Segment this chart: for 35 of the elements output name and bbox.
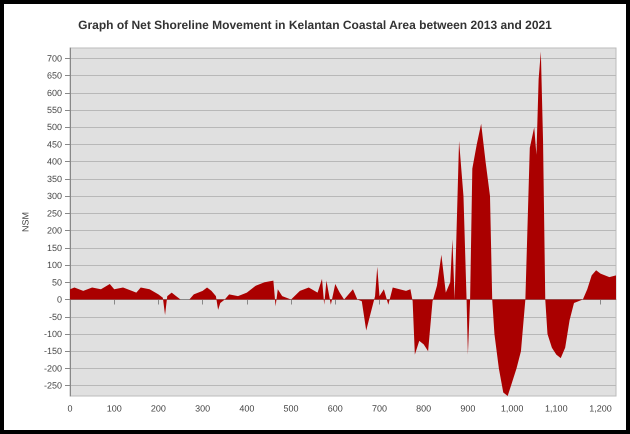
x-tick-label: 1,200 <box>589 404 612 414</box>
y-tick-label: 0 <box>56 294 62 305</box>
x-tick-label: 100 <box>106 404 122 414</box>
y-tick-label: 700 <box>46 53 62 64</box>
y-tick-label: 650 <box>46 70 62 81</box>
x-tick-label: 300 <box>195 404 210 414</box>
y-tick-label: 400 <box>46 156 62 167</box>
x-tick-label: 0 <box>67 404 73 414</box>
y-tick-label: -50 <box>48 312 62 322</box>
y-tick-label: 150 <box>46 242 62 253</box>
y-tick-label: 350 <box>46 174 62 184</box>
x-tick-label: 200 <box>150 404 166 414</box>
y-tick-label: 450 <box>46 139 62 150</box>
x-tick-label: 600 <box>328 404 343 414</box>
y-tick-label: 500 <box>46 122 62 132</box>
x-tick-label: 900 <box>460 404 476 414</box>
y-tick-label: 600 <box>46 88 62 98</box>
y-tick-label: -250 <box>44 380 62 391</box>
y-tick-label: 300 <box>46 191 62 202</box>
x-tick-label: 700 <box>372 404 387 414</box>
x-tick-label: 400 <box>239 404 254 414</box>
x-tick-label: 1,100 <box>545 404 568 414</box>
y-tick-label: -200 <box>44 363 62 374</box>
y-axis-title: NSM <box>20 212 30 232</box>
y-tick-label: 200 <box>46 226 62 236</box>
y-tick-label: 550 <box>46 105 62 116</box>
x-tick-label: 1,000 <box>500 404 524 414</box>
chart-title: Graph of Net Shoreline Movement in Kelantan Coastal Area between 2013 and 2021 <box>78 18 552 32</box>
y-tick-label: 50 <box>52 277 62 288</box>
x-tick-label: 500 <box>284 404 299 414</box>
y-tick-label: 250 <box>46 208 62 218</box>
y-tick-label: -150 <box>44 346 62 356</box>
y-tick-label: 100 <box>46 260 62 270</box>
x-tick-label: 800 <box>416 404 432 414</box>
y-tick-label: -100 <box>44 328 62 339</box>
